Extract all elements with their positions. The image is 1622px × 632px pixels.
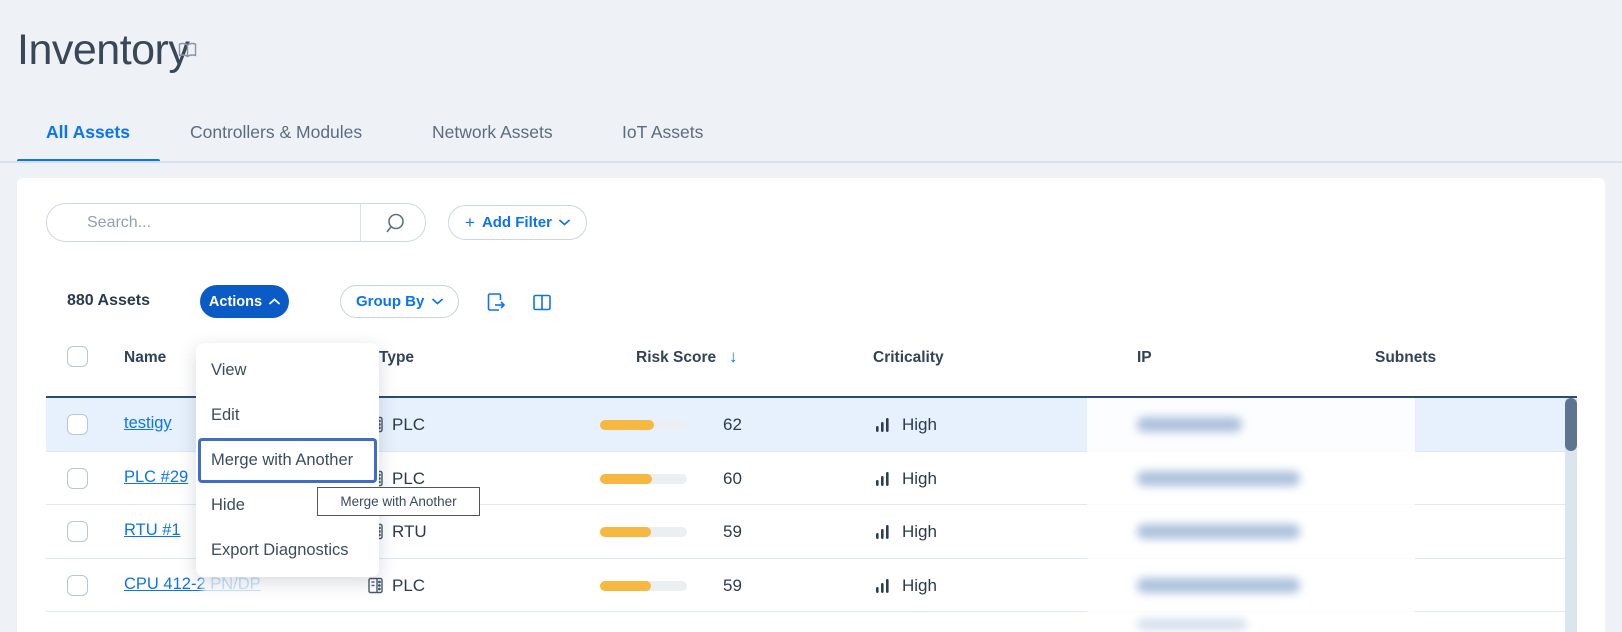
content-card: + Add Filter 880 Assets Actions Group By…: [17, 178, 1605, 632]
risk-score-value: 60: [723, 468, 742, 488]
asset-name-link[interactable]: testigy: [124, 414, 172, 432]
assets-count: 880 Assets: [67, 292, 151, 309]
menu-item-view[interactable]: View: [211, 361, 247, 379]
page-title: Inventory: [17, 26, 190, 74]
risk-score-value: 59: [723, 575, 742, 595]
redacted-ip-value: [1137, 577, 1300, 593]
column-header-subnets[interactable]: Subnets: [1375, 349, 1437, 366]
select-all-checkbox[interactable]: [67, 346, 88, 367]
redacted-ip-value: [1137, 524, 1300, 539]
asset-name-link[interactable]: PLC #29: [124, 467, 189, 486]
criticality-bars-icon: [875, 578, 892, 599]
criticality-value: High: [902, 415, 937, 434]
criticality-bars-icon: [875, 628, 892, 632]
redacted-ip-value: [1137, 470, 1300, 486]
redacted-ip-column: [1087, 398, 1415, 632]
chevron-down-icon: [432, 298, 444, 305]
menu-item-merge-with-another[interactable]: Merge with Another: [198, 438, 377, 483]
merge-tooltip: Merge with Another: [317, 487, 480, 516]
row-checkbox[interactable]: [67, 414, 88, 435]
plc-icon: [366, 576, 385, 600]
active-tab-indicator: [17, 159, 160, 163]
tab-controllers-modules[interactable]: Controllers & Modules: [190, 122, 363, 142]
risk-score-bar: [600, 473, 687, 484]
menu-item-export-diagnostics[interactable]: Export Diagnostics: [211, 541, 349, 559]
criticality-bars-icon: [875, 471, 892, 492]
group-by-label: Group By: [356, 293, 425, 310]
search-input[interactable]: [85, 205, 355, 240]
tab-all-assets[interactable]: All Assets: [46, 122, 130, 142]
sort-desc-icon[interactable]: ↓: [729, 347, 738, 366]
asset-type: PLC: [392, 468, 426, 488]
row-checkbox[interactable]: [67, 574, 88, 596]
risk-score-value: 59: [723, 522, 742, 541]
actions-button[interactable]: Actions: [200, 285, 289, 318]
column-header-ip[interactable]: IP: [1137, 349, 1152, 366]
tabbar-divider: [0, 161, 1622, 163]
actions-label: Actions: [208, 293, 263, 310]
group-by-button[interactable]: Group By: [340, 285, 460, 318]
risk-score-bar: [600, 420, 687, 430]
menu-item-hide[interactable]: Hide: [211, 496, 245, 514]
criticality-value: High: [902, 522, 937, 541]
criticality-value: High: [902, 468, 937, 488]
redacted-name-blur: [202, 574, 274, 598]
tab-network-assets[interactable]: Network Assets: [432, 122, 553, 142]
vertical-scrollbar-track[interactable]: [1565, 398, 1577, 632]
search-divider: [360, 204, 361, 241]
search-box: [46, 203, 426, 242]
criticality-value: High: [902, 575, 937, 595]
columns-icon[interactable]: [529, 289, 555, 315]
open-book-icon: [177, 42, 198, 64]
asset-type: RTU: [392, 522, 427, 541]
tab-iot-assets[interactable]: IoT Assets: [622, 122, 704, 142]
column-header-criticality[interactable]: Criticality: [873, 349, 944, 366]
chevron-down-icon: [559, 219, 570, 226]
column-header-risk-score[interactable]: Risk Score: [636, 349, 717, 366]
row-checkbox[interactable]: [67, 521, 88, 542]
actions-menu: View Edit Merge with Another Hide Export…: [196, 343, 379, 577]
search-icon[interactable]: [369, 209, 421, 237]
table-top-border: [46, 395, 1577, 398]
add-filter-button[interactable]: + Add Filter: [448, 205, 587, 240]
criticality-bars-icon: [875, 417, 892, 438]
column-header-type[interactable]: Type: [379, 349, 415, 366]
risk-score-bar: [600, 580, 687, 591]
export-icon[interactable]: [483, 289, 509, 315]
column-header-name[interactable]: Name: [124, 349, 167, 366]
criticality-bars-icon: [875, 524, 892, 545]
asset-type: PLC: [392, 415, 426, 434]
row-checkbox[interactable]: [67, 467, 88, 489]
vertical-scrollbar-thumb[interactable]: [1565, 398, 1577, 451]
redacted-ip-value: [1137, 619, 1247, 630]
redacted-ip-value: [1137, 417, 1242, 432]
risk-score-bar: [600, 527, 687, 537]
asset-name-link[interactable]: RTU #1: [124, 521, 181, 539]
plus-icon: +: [465, 212, 475, 232]
add-filter-label: Add Filter: [481, 214, 552, 231]
chevron-up-icon: [269, 298, 280, 305]
risk-score-value: 62: [723, 415, 742, 434]
menu-item-edit[interactable]: Edit: [211, 406, 240, 424]
asset-type: PLC: [392, 575, 426, 595]
